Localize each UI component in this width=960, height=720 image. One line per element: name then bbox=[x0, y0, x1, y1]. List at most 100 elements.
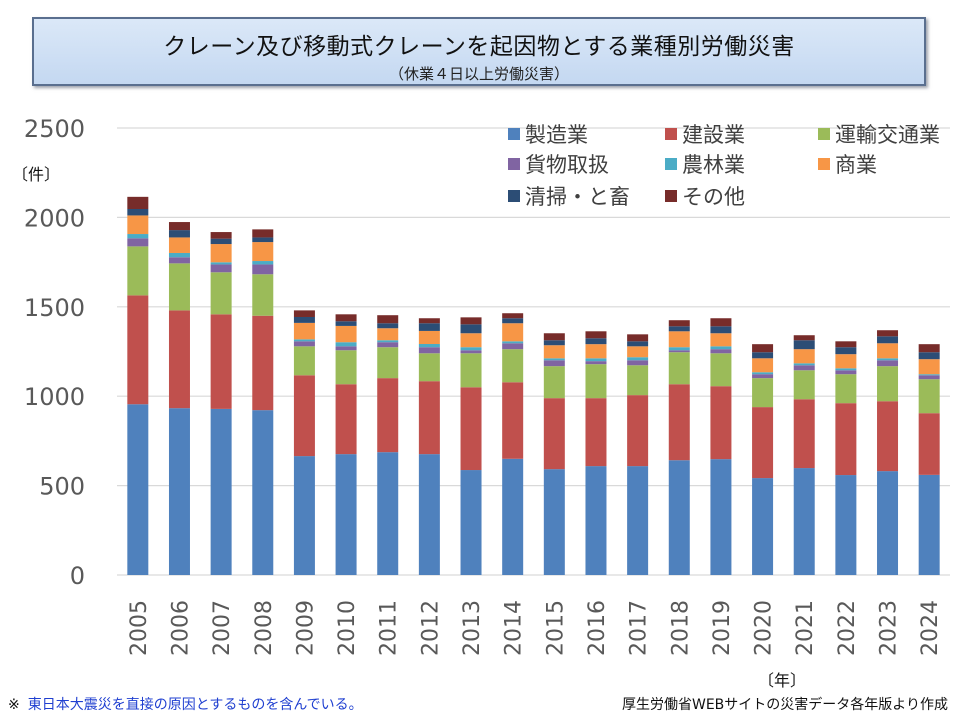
bar-stack-2011 bbox=[377, 315, 399, 575]
bar-segment bbox=[293, 346, 315, 376]
bar-segment bbox=[877, 366, 899, 402]
bar-segment bbox=[418, 318, 440, 324]
chart-subtitle: （休業４日以上労働災害） bbox=[388, 65, 569, 83]
bar-segment bbox=[627, 360, 649, 366]
bar-segment bbox=[752, 478, 774, 575]
bar-segment bbox=[418, 330, 440, 344]
x-tick-label: 2020 bbox=[752, 600, 777, 656]
bar-stack-2006 bbox=[168, 222, 190, 575]
bar-stack-2013 bbox=[460, 317, 482, 575]
bar-segment bbox=[918, 352, 940, 360]
bar-segment bbox=[585, 361, 607, 365]
legend-item: 貨物取扱 bbox=[508, 153, 609, 177]
bar-segment bbox=[668, 326, 690, 332]
bar-segment bbox=[668, 331, 690, 348]
y-tick-label: 1500 bbox=[24, 294, 85, 322]
y-tick-label: 2000 bbox=[24, 204, 85, 232]
bar-stack-2020 bbox=[752, 344, 774, 575]
bar-segment bbox=[710, 318, 732, 327]
bar-segment bbox=[418, 343, 440, 348]
bar-segment bbox=[168, 257, 190, 264]
bar-segment bbox=[502, 318, 524, 324]
legend-item: 清掃・と畜 bbox=[508, 185, 630, 209]
bar-stack-2016 bbox=[585, 331, 607, 575]
bar-segment bbox=[168, 263, 190, 311]
bar-segment bbox=[502, 343, 524, 350]
bar-segment bbox=[543, 358, 565, 361]
bar-segment bbox=[918, 359, 940, 375]
bar-stack-2018 bbox=[668, 320, 690, 575]
bar-segment bbox=[252, 264, 274, 275]
footnote-text: 東日本大震災を直接の原因とするものを含んでいる。 bbox=[27, 697, 363, 713]
bar-segment bbox=[335, 454, 357, 575]
bar-segment bbox=[502, 341, 524, 344]
bar-segment bbox=[585, 338, 607, 345]
bar-segment bbox=[918, 344, 940, 353]
footnote: ※ 東日本大震災を直接の原因とするものを含んでいる。 bbox=[8, 694, 363, 714]
bar-segment bbox=[168, 222, 190, 231]
bar-segment bbox=[293, 310, 315, 317]
legend-item: 運輸交通業 bbox=[818, 123, 940, 147]
footnote-mark: ※ bbox=[8, 697, 20, 713]
bar-segment bbox=[877, 336, 899, 344]
x-tick-label: 2010 bbox=[335, 600, 360, 656]
bar-segment bbox=[543, 398, 565, 470]
bar-segment bbox=[710, 459, 732, 575]
bar-segment bbox=[293, 375, 315, 457]
bar-segment bbox=[543, 366, 565, 399]
bar-segment bbox=[168, 230, 190, 238]
x-tick-label: 2014 bbox=[502, 600, 527, 656]
y-tick-label: 2500 bbox=[24, 115, 85, 143]
bar-segment bbox=[502, 349, 524, 383]
legend-label: その他 bbox=[682, 185, 745, 209]
bar-segment bbox=[127, 238, 149, 247]
bar-segment bbox=[877, 343, 899, 359]
bar-segment bbox=[585, 358, 607, 362]
bar-segment bbox=[793, 399, 815, 469]
x-tick-label: 2024 bbox=[918, 600, 943, 656]
bar-segment bbox=[460, 353, 482, 388]
bar-segment bbox=[252, 274, 274, 316]
bar-segment bbox=[668, 350, 690, 353]
bar-segment bbox=[335, 321, 357, 326]
legend-label: 清掃・と畜 bbox=[525, 185, 630, 209]
bar-segment bbox=[710, 346, 732, 350]
bar-stack-2005 bbox=[127, 196, 149, 575]
legend-label: 建設業 bbox=[682, 123, 745, 147]
bar-segment bbox=[127, 246, 149, 296]
bar-segment bbox=[377, 347, 399, 379]
bar-segment bbox=[835, 403, 857, 476]
bar-stack-2008 bbox=[252, 229, 274, 575]
bar-segment bbox=[460, 470, 482, 575]
x-tick-label: 2005 bbox=[127, 600, 152, 656]
bar-segment bbox=[168, 408, 190, 575]
legend-label: 運輸交通業 bbox=[835, 123, 940, 147]
bar-segment bbox=[918, 474, 940, 575]
bar-segment bbox=[627, 341, 649, 347]
bar-stack-2009 bbox=[293, 310, 315, 575]
bar-segment bbox=[502, 382, 524, 459]
legend-label: 製造業 bbox=[525, 123, 588, 147]
legend-label: 商業 bbox=[835, 153, 877, 177]
x-tick-label: 2006 bbox=[168, 600, 193, 656]
bar-segment bbox=[877, 401, 899, 472]
legend-label: 農林業 bbox=[682, 153, 745, 177]
bar-segment bbox=[460, 317, 482, 325]
x-tick-label: 2009 bbox=[293, 600, 318, 656]
source-note: 厚生労働省WEBサイトの災害データ各年版より作成 bbox=[621, 697, 948, 713]
bar-segment bbox=[668, 320, 690, 327]
bar-segment bbox=[252, 410, 274, 575]
x-tick-label: 2015 bbox=[543, 600, 568, 656]
bar-segment bbox=[127, 215, 149, 235]
bar-stack-2022 bbox=[835, 341, 857, 575]
legend-swatch bbox=[818, 158, 830, 170]
bar-segment bbox=[377, 378, 399, 453]
bar-segment bbox=[710, 333, 732, 347]
bar-segment bbox=[460, 387, 482, 471]
x-tick-label: 2023 bbox=[877, 600, 902, 656]
bar-segment bbox=[585, 398, 607, 467]
bar-segment bbox=[627, 346, 649, 358]
bar-segment bbox=[543, 469, 565, 575]
bar-segment bbox=[793, 340, 815, 350]
legend-swatch bbox=[818, 128, 830, 140]
